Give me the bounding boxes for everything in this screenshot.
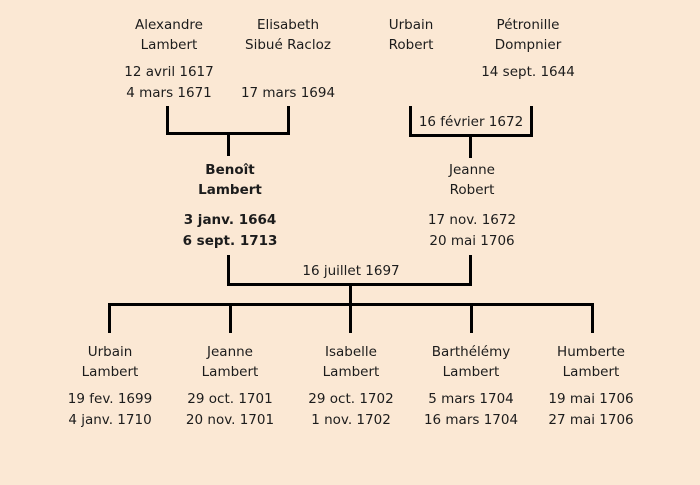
connector-marriage3-right-riser [469,255,472,286]
person-name: Jeanne Lambert [186,342,274,382]
name-line: Dompnier [494,37,562,53]
person-urbain-lambert: Urbain Lambert 19 fev. 1699 4 janv. 1710 [68,342,152,431]
person-name: Urbain Robert [389,15,434,55]
death-date: 6 sept. 1713 [182,233,278,249]
person-dates: 5 mars 1704 16 mars 1704 [424,389,518,431]
name-line: Isabelle [325,344,377,360]
person-dates: 29 oct. 1701 20 nov. 1701 [186,389,274,431]
birth-date: 17 nov. 1672 [427,212,517,228]
person-dates: 19 fev. 1699 4 janv. 1710 [68,389,152,431]
person-name: Jeanne Robert [428,160,516,200]
person-dates: 12 avril 1617 4 mars 1671 [124,62,213,104]
death-date: 20 nov. 1701 [185,412,275,428]
person-isabelle-lambert: Isabelle Lambert 29 oct. 1702 1 nov. 170… [308,342,393,431]
name-line: Jeanne [449,162,495,178]
connector-marriage3-bar [227,283,472,286]
name-line: Alexandre [134,17,203,33]
connector-marriage1-right-riser [287,106,290,135]
birth-date: 5 mars 1704 [428,391,514,407]
birth-date: 19 fev. 1699 [67,391,153,407]
person-benoit-lambert: Benoît Lambert 3 janv. 1664 6 sept. 1713 [183,160,278,252]
person-dates: 17 nov. 1672 20 mai 1706 [428,210,516,252]
connector-marriage2-left-riser [409,106,412,137]
person-name: Urbain Lambert [68,342,152,382]
name-line: Lambert [201,364,259,380]
person-name: Benoît Lambert [183,160,278,200]
person-jeanne-lambert: Jeanne Lambert 29 oct. 1701 20 nov. 1701 [186,342,274,431]
death-date: 20 mai 1706 [429,233,515,249]
person-name: Isabelle Lambert [308,342,393,382]
death-date: 17 mars 1694 [240,85,336,101]
person-name: Barthélémy Lambert [424,342,518,382]
marriage3-date-label: 16 juillet 1697 [302,263,400,279]
person-humberte-lambert: Humberte Lambert 19 mai 1706 27 mai 1706 [548,342,633,431]
death-date [389,83,434,104]
name-line: Urbain [87,344,133,360]
person-name: Pétronille Dompnier [481,15,575,55]
person-urbain-robert-sr: Urbain Robert [389,15,434,104]
name-line: Sibué Racloz [245,37,331,53]
person-name: Humberte Lambert [548,342,633,382]
connector-child5-drop [591,303,594,333]
marriage2-date-label: 16 février 1672 [418,114,524,130]
name-line: Lambert [81,364,139,380]
connector-marriage1-child-stub [227,135,230,156]
connector-marriage2-bar [409,134,533,137]
death-date: 16 mars 1704 [423,412,519,428]
person-petronille-dompnier: Pétronille Dompnier 14 sept. 1644 [481,15,575,104]
name-line: Lambert [140,37,198,53]
birth-date [389,62,434,83]
name-line: Urbain [388,17,434,33]
person-name: Alexandre Lambert [124,15,213,55]
person-dates: 29 oct. 1702 1 nov. 1702 [308,389,393,431]
person-jeanne-robert: Jeanne Robert 17 nov. 1672 20 mai 1706 [428,160,516,252]
connector-child2-drop [229,303,232,333]
birth-date: 12 avril 1617 [124,64,214,80]
birth-date: 14 sept. 1644 [481,64,575,80]
person-dates: 17 mars 1694 [241,62,335,104]
birth-date: 29 oct. 1702 [308,391,394,407]
death-date: 27 mai 1706 [548,412,634,428]
connector-child3-drop [349,303,352,333]
name-line: Benoît [205,162,255,178]
death-date: 1 nov. 1702 [311,412,391,428]
person-alexandre-lambert: Alexandre Lambert 12 avril 1617 4 mars 1… [124,15,213,104]
name-line: Lambert [322,364,380,380]
name-line: Jeanne [207,344,253,360]
person-dates: 3 janv. 1664 6 sept. 1713 [183,210,278,252]
connector-child4-drop [470,303,473,333]
person-dates: 14 sept. 1644 [481,62,575,104]
connector-marriage3-children-stub [349,286,352,305]
death-date: 4 mars 1671 [126,85,212,101]
death-date [481,83,575,104]
person-barthelemy-lambert: Barthélémy Lambert 5 mars 1704 16 mars 1… [424,342,518,431]
connector-child1-drop [108,303,111,333]
name-line: Robert [449,182,495,198]
connector-marriage2-child-stub [469,137,472,158]
connector-marriage3-left-riser [227,255,230,286]
person-name: Elisabeth Sibué Racloz [241,15,335,55]
name-line: Pétronille [496,17,560,33]
name-line: Robert [388,37,434,53]
connector-marriage1-bar [166,132,290,135]
name-line: Elisabeth [256,17,320,33]
birth-date: 19 mai 1706 [548,391,634,407]
birth-date: 3 janv. 1664 [183,212,277,228]
birth-date: 29 oct. 1701 [187,391,273,407]
person-dates [389,62,434,104]
connector-marriage2-right-riser [530,106,533,137]
connector-marriage1-left-riser [166,106,169,135]
person-elisabeth-sibue-racloz: Elisabeth Sibué Racloz 17 mars 1694 [241,15,335,104]
birth-date [241,62,335,83]
death-date: 4 janv. 1710 [68,412,152,428]
name-line: Lambert [562,364,620,380]
name-line: Barthélémy [431,344,511,360]
name-line: Humberte [557,344,625,360]
name-line: Lambert [442,364,500,380]
name-line: Lambert [198,182,262,198]
person-dates: 19 mai 1706 27 mai 1706 [548,389,633,431]
